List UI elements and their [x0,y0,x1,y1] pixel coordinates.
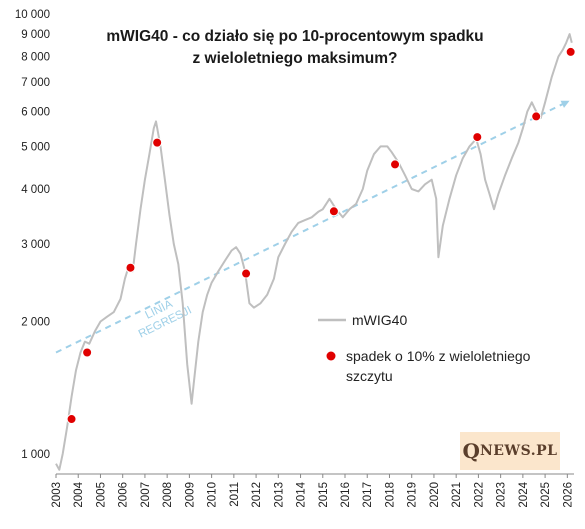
x-tick-label: 2007 [140,482,152,508]
y-tick-label: 6 000 [21,107,50,119]
x-tick-label: 2006 [118,482,130,508]
y-tick-label: 9 000 [21,29,50,41]
y-tick-label: 3 000 [21,239,50,251]
x-tick-label: 2003 [51,482,63,508]
series-line [55,33,573,471]
chart-title: mWIG40 - co działo się po 10-procentowym… [60,26,530,70]
drawdown-marker [531,111,542,122]
x-tick-label: 2019 [407,482,419,508]
y-tick-label: 7 000 [21,77,50,89]
drawdown-markers [66,46,576,425]
y-tick-label: 10 000 [15,9,50,21]
x-tick-label: 2011 [229,482,241,507]
x-tick-label: 2008 [162,482,174,508]
x-tick-label: 2022 [473,482,485,508]
drawdown-marker [472,132,483,143]
x-tick-label: 2013 [273,482,285,508]
y-tick-label: 5 000 [21,141,50,153]
x-tick-label: 2025 [540,482,552,508]
x-tick-label: 2020 [429,482,441,508]
drawdown-marker [328,206,339,217]
x-tick-label: 2021 [451,482,463,508]
legend-label-drawdown-line2: szczytu [346,368,393,384]
legend: mWIG40 spadek o 10% z wieloletniego szcz… [318,312,531,384]
x-tick-label: 2026 [562,482,574,508]
legend-label-drawdown-line1: spadek o 10% z wieloletniego [346,348,531,364]
logo-rest: NEWS.PL [479,443,558,459]
regression-dashed-line [55,99,570,354]
x-tick-label: 2005 [95,482,107,508]
x-tick-label: 2010 [207,482,219,508]
x-tick-label: 2024 [518,481,530,507]
legend-label-mwig40: mWIG40 [352,312,407,328]
y-tick-label: 4 000 [21,184,50,196]
qnews-logo: Q NEWS.PL [460,432,560,470]
x-tick-label: 2009 [184,482,196,508]
drawdown-marker [125,262,136,273]
drawdown-marker [152,137,163,148]
x-tick-label: 2012 [251,482,263,508]
x-tick-label: 2023 [496,482,508,508]
chart-title-line1: mWIG40 - co działo się po 10-procentowym… [106,28,484,45]
x-tick-label: 2014 [296,481,308,507]
drawdown-marker [241,268,252,279]
x-tick-label: 2015 [318,482,330,508]
x-tick-label: 2004 [73,481,85,507]
drawdown-marker [66,414,77,425]
y-tick-label: 2 000 [21,316,50,328]
drawdown-marker [390,159,401,170]
y-tick-label: 1 000 [21,449,50,461]
x-tick-label: 2017 [362,482,374,508]
x-tick-label: 2018 [384,482,396,508]
chart-title-line2: z wieloletniego maksimum? [192,50,398,67]
logo-big-letter: Q [462,439,480,463]
legend-marker-swatch [326,351,336,361]
axes: 1 000 2 000 3 000 4 000 5 000 6 000 7 000 8 000… [15,9,575,508]
y-tick-label: 8 000 [21,52,50,64]
mwig40-line [55,33,573,471]
drawdown-marker [565,46,576,57]
regression-arrowhead [560,100,570,108]
x-tick-label: 2016 [340,482,352,508]
drawdown-marker [82,347,93,358]
